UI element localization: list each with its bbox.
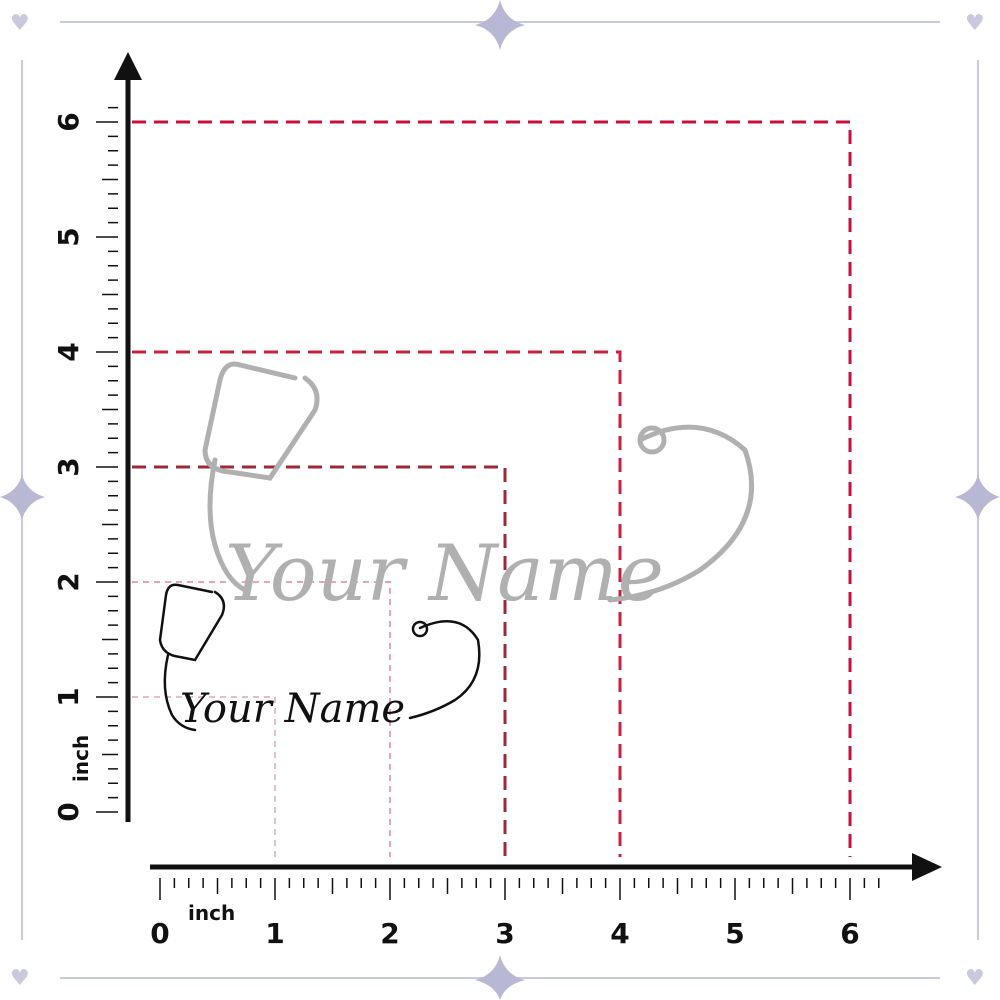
x-tick-label: 5 [725, 917, 744, 950]
sparkle-icon [955, 475, 1000, 520]
size-squares [132, 120, 852, 857]
heart-icon: ♥ [965, 11, 985, 36]
x-tick-label: 6 [840, 917, 859, 950]
y-tick-label: 2 [52, 572, 85, 591]
sparkle-icon [0, 475, 45, 520]
sparkle-icon [475, 0, 525, 50]
sticker-large-text: Your Name [225, 529, 664, 619]
size-square-4in [132, 350, 622, 857]
size-square-1in [132, 696, 276, 857]
y-tick-label: 0 [52, 802, 85, 821]
x-tick-label: 4 [610, 917, 629, 950]
x-axis-ruler: 0 1 2 3 4 5 6 [150, 878, 880, 950]
x-tick-label: 0 [150, 917, 169, 950]
x-tick-label: 3 [495, 917, 514, 950]
y-tick-label: 5 [52, 227, 85, 246]
heart-icon: ♥ [10, 966, 30, 991]
x-axis-unit: inch [188, 901, 235, 925]
sticker-small-text: Your Name [180, 686, 405, 732]
y-tick-label: 4 [52, 342, 85, 361]
heart-icon: ♥ [965, 966, 985, 991]
sticker-large: Your Name [202, 361, 754, 619]
size-square-6in [132, 120, 852, 857]
y-tick-label: 6 [52, 112, 85, 131]
sticker-small: Your Name [158, 583, 481, 732]
y-axis-unit: inch [69, 735, 93, 782]
heart-icon: ♥ [10, 11, 30, 36]
stethoscope-icon [202, 361, 320, 481]
size-square-3in [132, 465, 507, 857]
y-tick-label: 3 [52, 457, 85, 476]
sparkle-icon [475, 955, 525, 1000]
y-axis-arrow-icon [114, 52, 142, 80]
y-tick-label: 1 [52, 687, 85, 706]
x-axis-arrow-icon [912, 853, 942, 881]
size-square-2in [132, 581, 391, 857]
stethoscope-icon [158, 583, 226, 662]
x-tick-label: 1 [265, 917, 284, 950]
y-axis-ruler: 0 1 2 3 4 5 6 [52, 106, 118, 822]
x-tick-label: 2 [380, 917, 399, 950]
